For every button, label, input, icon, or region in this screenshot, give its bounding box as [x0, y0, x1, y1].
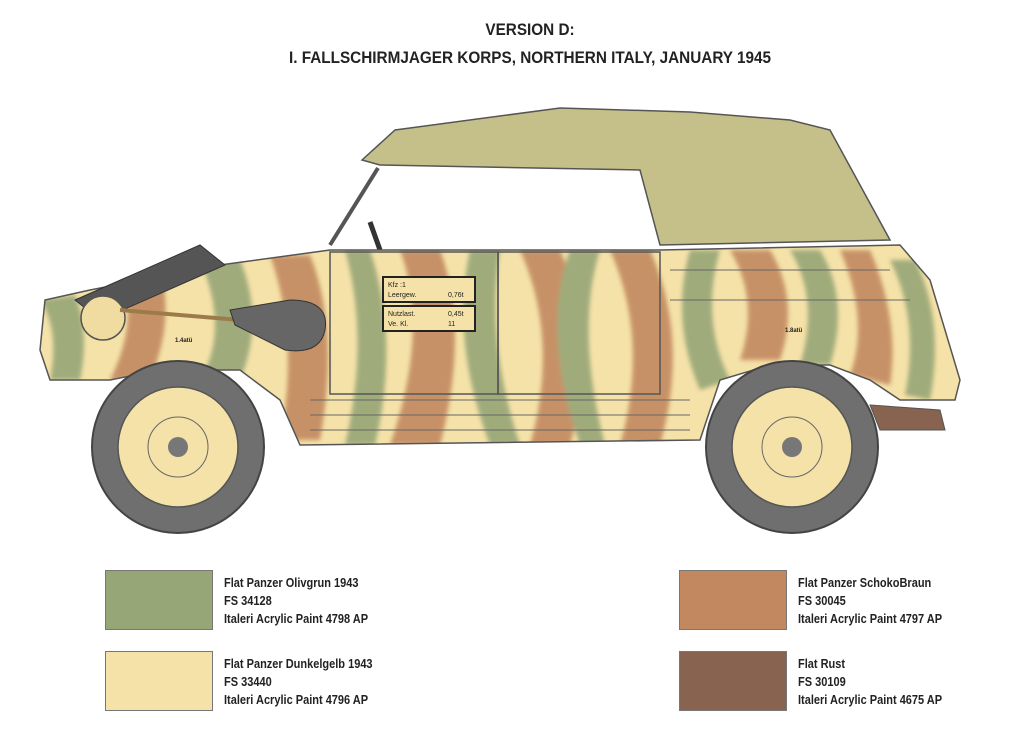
fs-code: FS 30109 [798, 675, 846, 689]
plate-leergew-label: Leergew. [388, 292, 416, 299]
legend-dunkelgelb: Flat Panzer Dunkelgelb 1943 FS 33440 Ita… [224, 655, 373, 709]
steering-wheel [367, 221, 383, 251]
swatch-rust [679, 651, 787, 711]
paint-code: Italeri Acrylic Paint 4675 AP [798, 693, 943, 707]
shovel-handle [119, 308, 241, 322]
headlight [80, 295, 126, 341]
shovel-blade [229, 299, 327, 352]
legend-rust: Flat Rust FS 30109 Italeri Acrylic Paint… [798, 655, 942, 709]
version-title: VERSION D: [485, 20, 575, 39]
plate-nutzlast-value: 0,45t [448, 311, 464, 318]
plate-leergew-value: 0,76t [448, 292, 464, 299]
windscreen-frame [328, 166, 380, 247]
fs-code: FS 34128 [224, 594, 272, 608]
swatch-schokobraun [679, 570, 787, 630]
paint-name: Flat Panzer SchokoBraun [798, 576, 932, 590]
plate-ve-value: 11 [448, 321, 455, 328]
plate-nutzlast-label: Nutzlast. [388, 311, 415, 318]
paint-name: Flat Panzer Dunkelgelb 1943 [224, 657, 373, 671]
paint-name: Flat Panzer Olivgrun 1943 [224, 576, 359, 590]
paint-code: Italeri Acrylic Paint 4796 AP [224, 693, 369, 707]
canvas-top [360, 107, 892, 246]
vehicle-illustration: Kfz :1 Leergew. 0,76t Nutzlast. 0,45t Ve… [39, 107, 961, 534]
swatch-olivgrun [105, 570, 213, 630]
rear-door [497, 251, 661, 395]
tire-pressure-rear: 1.8atü [785, 328, 803, 334]
data-plate: Kfz :1 Leergew. 0,76t Nutzlast. 0,45t Ve… [382, 276, 476, 332]
tire-pressure-front: 1.4atü [175, 338, 193, 344]
swatch-dunkelgelb [105, 651, 213, 711]
paint-code: Italeri Acrylic Paint 4798 AP [224, 612, 369, 626]
legend-schokobraun: Flat Panzer SchokoBraun FS 30045 Italeri… [798, 574, 942, 628]
paint-name: Flat Rust [798, 657, 846, 671]
legend-olivgrun: Flat Panzer Olivgrun 1943 FS 34128 Itale… [224, 574, 368, 628]
rear-wheel [705, 360, 879, 534]
plate-ve-label: Ve. Kl. [388, 321, 408, 328]
fs-code: FS 33440 [224, 675, 272, 689]
exhaust [869, 404, 946, 431]
paint-code: Italeri Acrylic Paint 4797 AP [798, 612, 943, 626]
plate-kfz: Kfz :1 [388, 282, 406, 289]
fs-code: FS 30045 [798, 594, 846, 608]
front-wheel [91, 360, 265, 534]
unit-subtitle: I. FALLSCHIRMJAGER KORPS, NORTHERN ITALY… [288, 48, 772, 67]
